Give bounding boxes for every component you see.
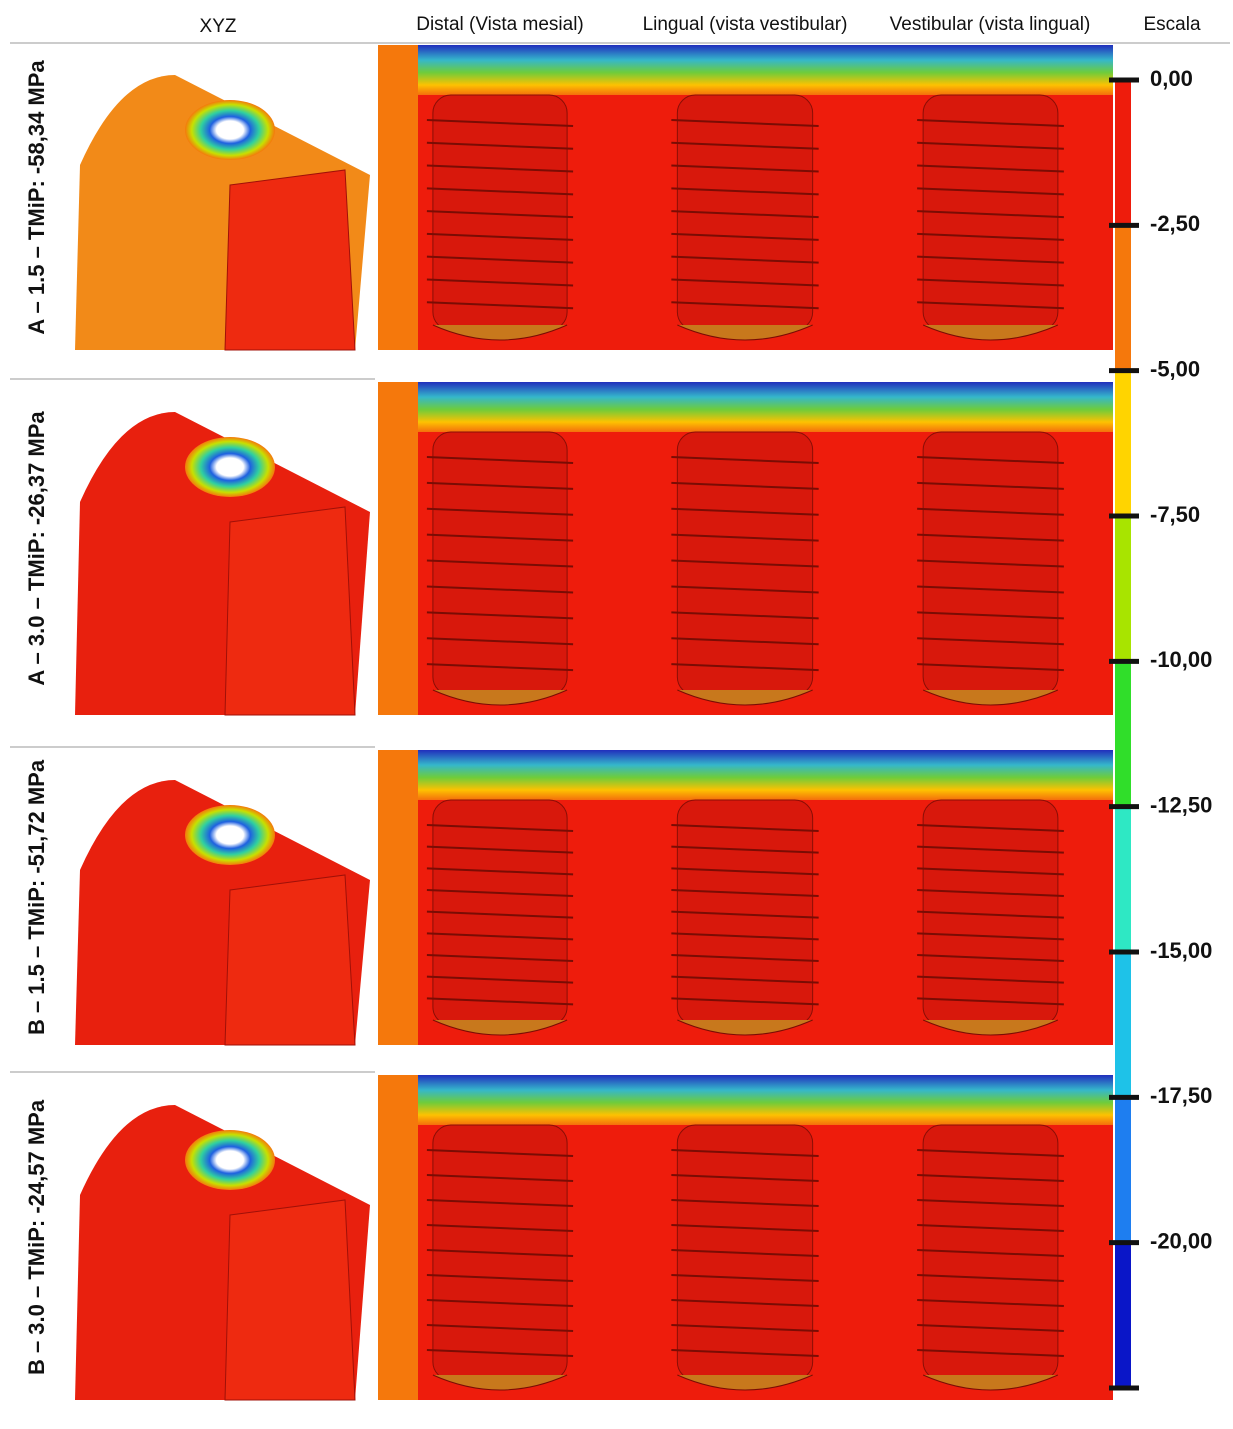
scale-band	[1115, 516, 1131, 661]
xyz-hole	[185, 805, 275, 865]
xyz-cut	[225, 507, 355, 715]
top-band	[868, 45, 1113, 95]
scale-label: -15,00	[1150, 938, 1212, 963]
top-band	[622, 1075, 868, 1125]
top-band	[868, 750, 1113, 800]
xyz-hole	[185, 1130, 275, 1190]
scale-band	[1115, 807, 1131, 952]
scale-label: -20,00	[1150, 1228, 1212, 1253]
side-band	[378, 382, 418, 715]
scale-band	[1115, 952, 1131, 1097]
row-label: B – 1.5 – TMiP: -51,72 MPa	[24, 759, 49, 1035]
row-label: B – 3.0 – TMiP: -24,57 MPa	[24, 1099, 49, 1375]
top-band	[622, 45, 868, 95]
column-title: Escala	[1143, 14, 1200, 35]
panels	[10, 45, 1113, 1400]
top-band	[868, 1075, 1113, 1125]
row-label: A – 3.0 – TMiP: -26,37 MPa	[24, 411, 49, 686]
xyz-hole	[185, 437, 275, 497]
side-band	[378, 750, 418, 1045]
column-title: Lingual (vista vestibular)	[643, 14, 848, 35]
scale-label: -10,00	[1150, 647, 1212, 672]
scale-band	[1115, 225, 1131, 370]
column-title: XYZ	[200, 16, 237, 37]
scale-label: -2,50	[1150, 211, 1200, 236]
scale-label: -5,00	[1150, 356, 1200, 381]
column-title: Vestibular (vista lingual)	[890, 14, 1091, 35]
scale-band	[1115, 1097, 1131, 1242]
scale-label: -7,50	[1150, 502, 1200, 527]
scale-band	[1115, 661, 1131, 806]
scale-label: 0,00	[1150, 66, 1193, 91]
row-label: A – 1.5 – TMiP: -58,34 MPa	[24, 60, 49, 335]
side-band	[378, 1075, 418, 1400]
xyz-hole	[185, 100, 275, 160]
top-band	[868, 382, 1113, 432]
side-band	[378, 45, 418, 350]
xyz-cut	[225, 1200, 355, 1400]
scale-band	[1115, 80, 1131, 225]
xyz-cut	[225, 875, 355, 1045]
xyz-cut	[225, 170, 355, 350]
column-title: Distal (Vista mesial)	[416, 14, 584, 35]
scale-band	[1115, 371, 1131, 516]
scale-band	[1115, 1243, 1131, 1388]
top-band	[622, 750, 868, 800]
scale-label: -17,50	[1150, 1083, 1212, 1108]
scale-label: -12,50	[1150, 792, 1212, 817]
figure: XYZ Distal (Vista mesial) Lingual (vista…	[0, 0, 1233, 1429]
top-band	[622, 382, 868, 432]
